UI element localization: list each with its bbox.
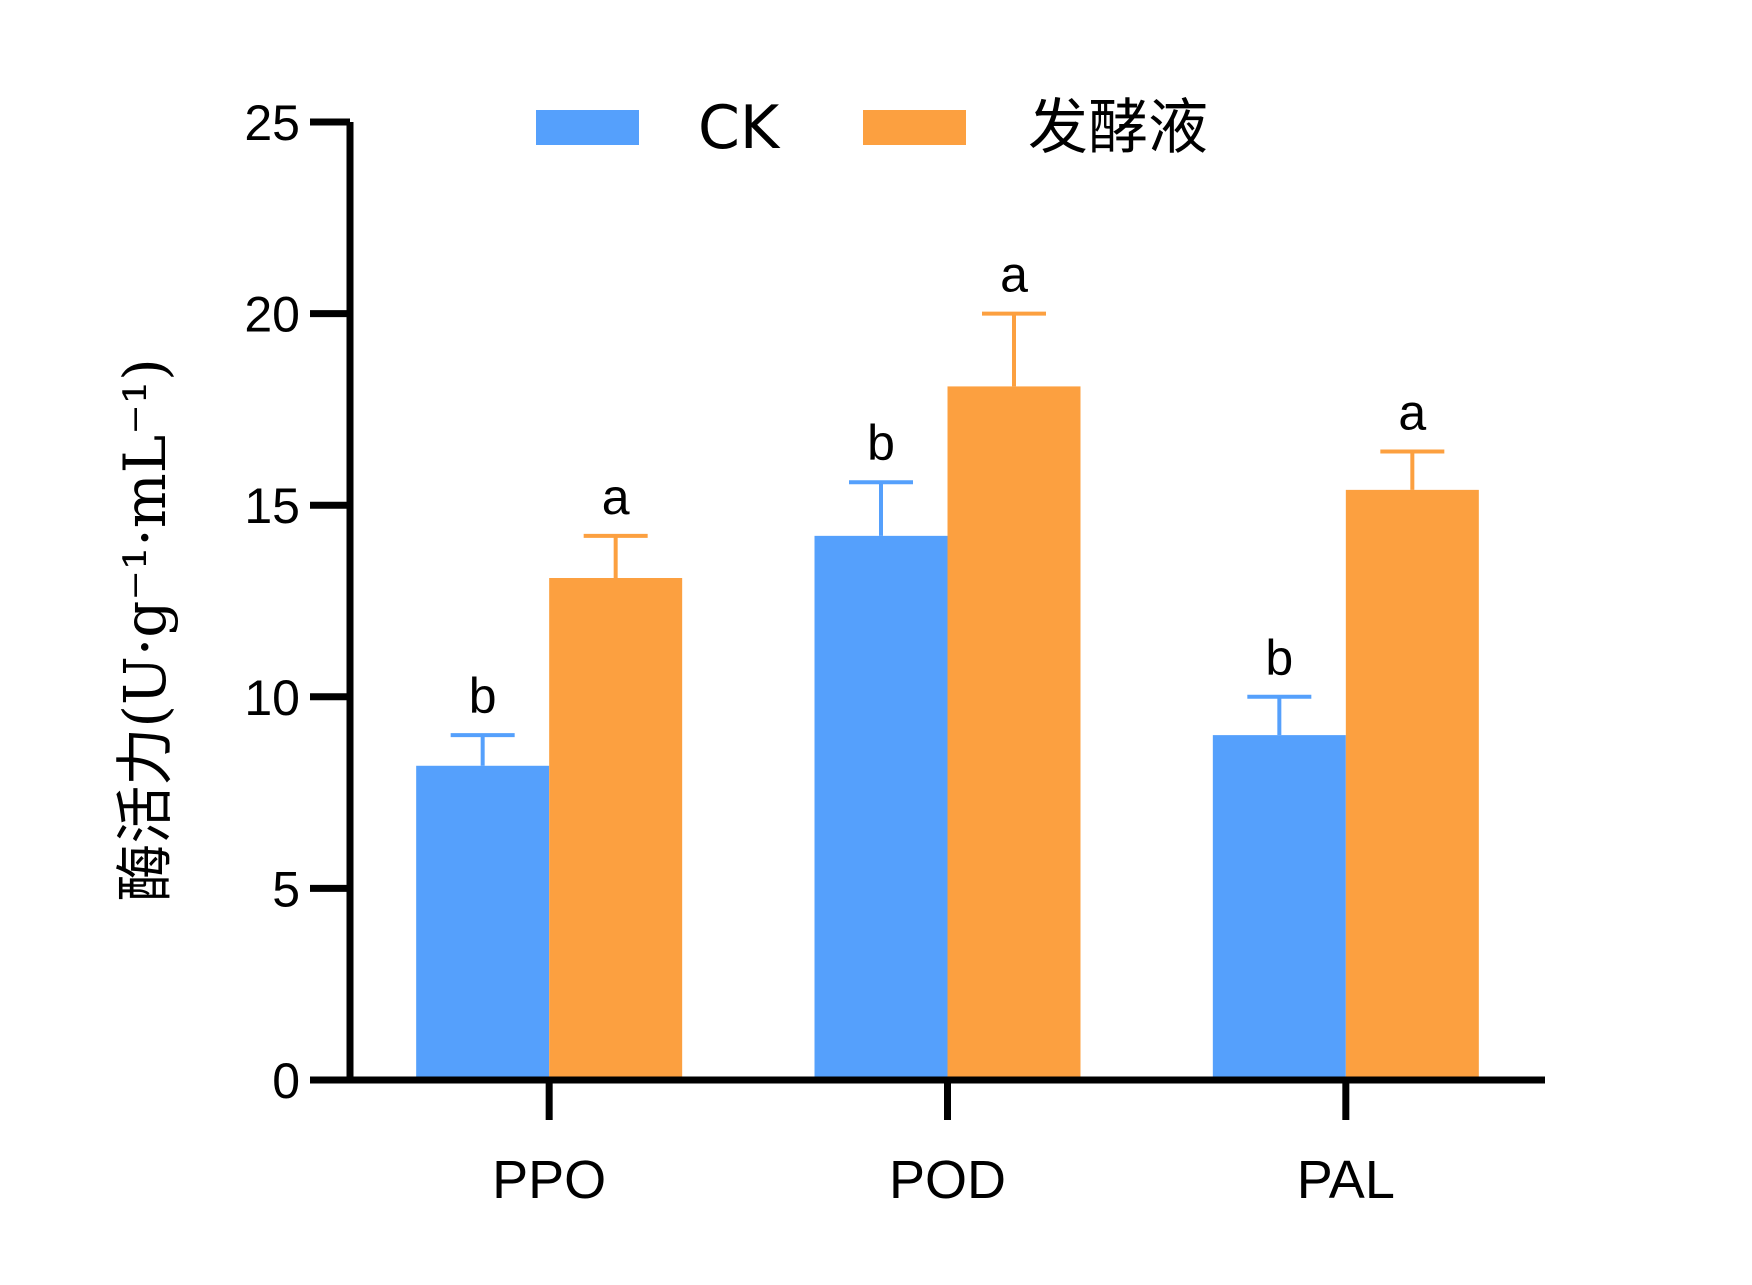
significance-label: b [1265, 630, 1293, 686]
y-tick-label: 0 [272, 1053, 300, 1109]
legend-label-series-0: CK [698, 93, 781, 163]
bars-group: b a b a b a [416, 247, 1479, 1081]
axes-group: PPO POD PAL 0 5 10 15 20 25 [244, 95, 1545, 1210]
legend-swatch-series-0 [536, 110, 639, 145]
y-axis-label: 酶活力(U·g⁻¹·mL⁻¹) [111, 358, 179, 901]
y-tick-label: 15 [244, 478, 300, 534]
y-tick-label: 5 [272, 861, 300, 917]
bar-pod-series-1 [947, 386, 1081, 1081]
legend-swatch-series-1 [863, 110, 966, 145]
bar-pal-series-1 [1345, 489, 1479, 1080]
bar-ppo-series-0 [416, 765, 550, 1080]
bar-ppo-series-1 [549, 578, 683, 1080]
legend-label-series-1: 发酵液 [1028, 93, 1208, 163]
x-tick-label: PPO [492, 1150, 606, 1210]
significance-label: b [469, 668, 497, 724]
significance-label: a [1398, 385, 1426, 441]
x-tick-label: POD [889, 1150, 1006, 1210]
bar-pod-series-0 [814, 535, 948, 1080]
legend: CK 发酵液 [536, 93, 1208, 163]
y-tick-label: 25 [244, 95, 300, 151]
significance-label: b [867, 415, 895, 471]
y-tick-label: 20 [244, 287, 300, 343]
x-tick-label: PAL [1297, 1150, 1395, 1210]
significance-label: a [1000, 247, 1028, 303]
significance-label: a [602, 469, 630, 525]
bar-pal-series-0 [1212, 735, 1346, 1080]
y-tick-label: 10 [244, 670, 300, 726]
